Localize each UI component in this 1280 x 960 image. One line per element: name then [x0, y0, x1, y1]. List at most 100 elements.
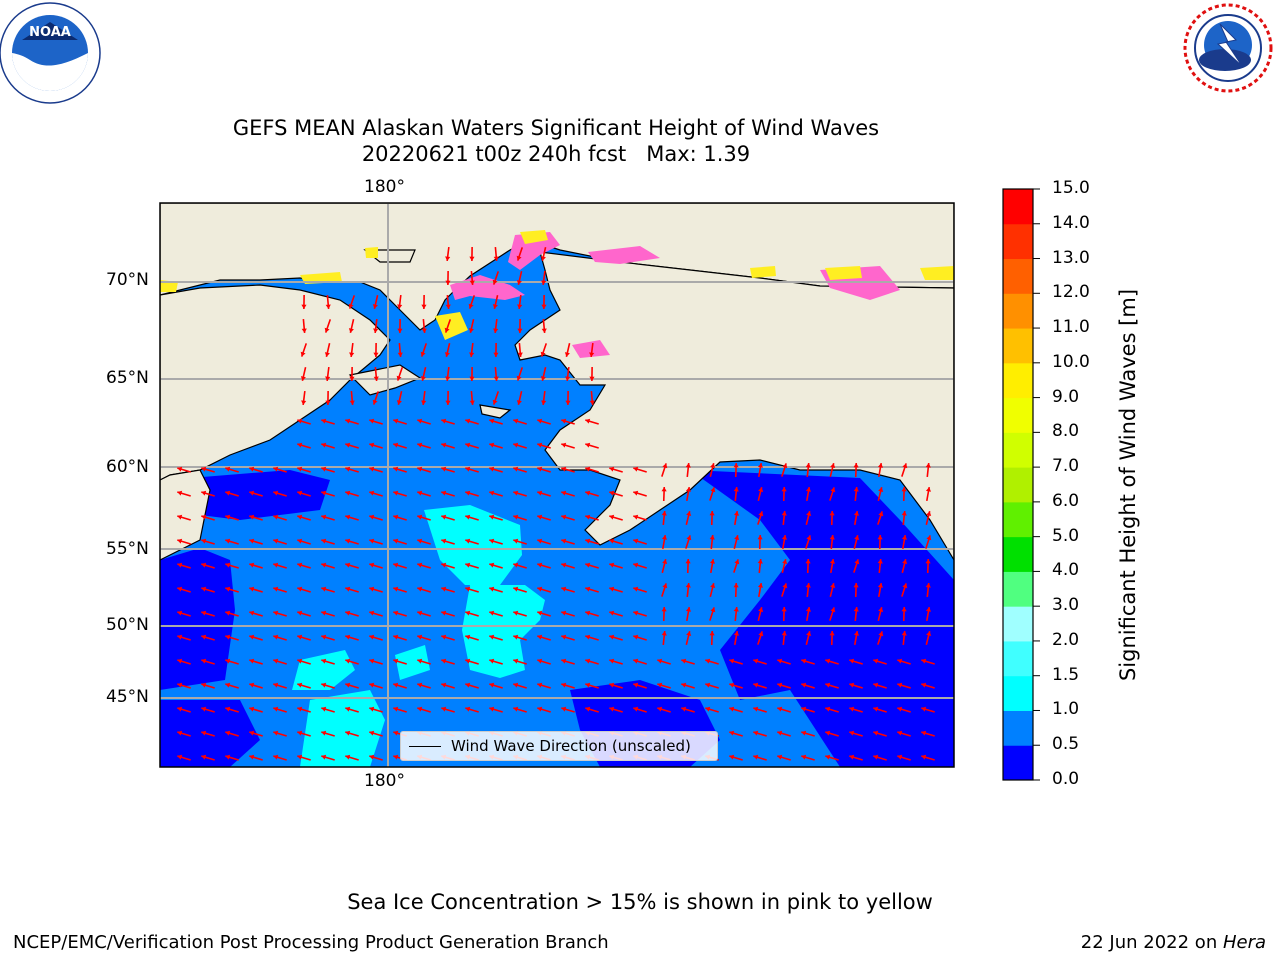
wind-wave-arrowhead	[753, 730, 759, 736]
wind-wave-arrowhead	[321, 466, 327, 472]
wind-wave-arrowhead	[685, 559, 691, 564]
wind-wave-arrowhead	[513, 562, 519, 568]
wind-wave-arrowhead	[273, 466, 279, 472]
wind-wave-arrowhead	[345, 610, 351, 616]
wind-wave-arrowhead	[396, 400, 402, 405]
wind-wave-arrowhead	[609, 682, 615, 688]
wind-wave-arrowhead	[249, 562, 255, 568]
wind-wave-arrowhead	[609, 538, 615, 544]
wind-wave-arrowhead	[633, 466, 639, 472]
wind-wave-arrowhead	[369, 634, 375, 640]
wind-wave-arrowhead	[710, 487, 716, 493]
wind-wave-arrowhead	[537, 586, 543, 592]
wind-wave-arrowhead	[393, 730, 399, 736]
wind-wave-arrowhead	[469, 352, 475, 357]
wind-wave-arrowhead	[492, 279, 498, 285]
wind-wave-arrowhead	[201, 730, 207, 736]
wind-wave-arrowhead	[369, 730, 375, 736]
colorbar-tick-label: 9.0	[1052, 386, 1080, 407]
colorbar-label: Significant Height of Wind Waves [m]	[1116, 288, 1140, 682]
wind-wave-arrowhead	[830, 583, 836, 588]
wind-wave-arrowhead	[609, 658, 615, 664]
wind-wave-arrowhead	[825, 682, 831, 688]
wind-wave-arrowhead	[782, 463, 788, 469]
wind-wave-arrowhead	[758, 487, 764, 492]
wind-wave-arrowhead	[393, 490, 399, 496]
wind-wave-arrowhead	[801, 682, 807, 688]
colorbar-tick-label: 0.5	[1052, 734, 1080, 755]
sea-ice-patch	[750, 266, 776, 278]
wind-wave-arrowhead	[372, 304, 378, 309]
wind-wave-arrowhead	[878, 607, 884, 612]
wind-wave-arrowhead	[301, 304, 307, 309]
wind-wave-arrowhead	[201, 658, 207, 664]
colorbar-segment	[1003, 710, 1033, 746]
wind-wave-arrowhead	[489, 490, 495, 496]
wind-wave-arrowhead	[781, 511, 787, 516]
wind-wave-arrowhead	[537, 538, 543, 544]
wind-wave-arrowhead	[493, 376, 499, 381]
wind-wave-arrowhead	[396, 375, 402, 381]
colorbar-tick-label: 2.0	[1052, 629, 1080, 650]
wind-wave-arrowhead	[393, 658, 399, 664]
wind-wave-arrowhead	[513, 538, 519, 544]
wind-wave-arrowhead	[561, 634, 567, 640]
wind-wave-arrowhead	[420, 351, 426, 357]
wind-wave-arrowhead	[300, 351, 306, 357]
wind-wave-arrowhead	[297, 682, 303, 688]
host-name: Hera	[1222, 932, 1266, 953]
wind-wave-arrowhead	[561, 562, 567, 568]
wind-wave-arrowhead	[561, 682, 567, 688]
wind-wave-arrowhead	[273, 754, 279, 760]
wind-wave-arrowhead	[321, 418, 327, 424]
wind-wave-arrowhead	[417, 586, 423, 592]
wind-wave-arrowhead	[537, 562, 543, 568]
wind-wave-arrowhead	[249, 730, 255, 736]
wind-wave-arrowhead	[177, 610, 183, 616]
wind-wave-arrowhead	[465, 586, 471, 592]
colorbar-segment	[1003, 362, 1033, 399]
wind-wave-arrowhead	[441, 442, 447, 448]
wind-wave-arrowhead	[873, 682, 879, 688]
wind-wave-arrowhead	[417, 706, 423, 712]
wind-wave-arrowhead	[805, 559, 811, 564]
wind-wave-arrowhead	[710, 583, 716, 588]
wind-wave-arrowhead	[902, 559, 908, 564]
wind-wave-arrowhead	[489, 418, 495, 424]
wind-wave-arrowhead	[465, 442, 471, 448]
wind-wave-arrowhead	[806, 511, 812, 516]
wind-wave-arrowhead	[565, 376, 571, 381]
wind-wave-arrowhead	[321, 730, 327, 736]
wind-wave-arrowhead	[853, 463, 859, 468]
wind-wave-arrowhead	[540, 376, 546, 381]
wind-wave-arrowhead	[705, 658, 711, 664]
wind-wave-arrowhead	[564, 352, 570, 357]
colorbar-tick-label: 4.0	[1052, 560, 1080, 581]
wind-wave-arrowhead	[249, 538, 255, 544]
nws-logo	[1181, 1, 1275, 95]
wind-wave-arrowhead	[537, 490, 543, 496]
wind-wave-arrowhead	[805, 583, 811, 588]
wind-wave-arrowhead	[657, 658, 663, 664]
wind-wave-arrowhead	[777, 754, 783, 760]
wind-wave-arrowhead	[177, 490, 183, 496]
wind-wave-arrowhead	[782, 559, 788, 564]
wind-wave-arrowhead	[177, 562, 183, 568]
sea-ice-note: Sea Ice Concentration > 15% is shown in …	[347, 890, 933, 914]
wind-wave-arrowhead	[465, 538, 471, 544]
wind-wave-arrowhead	[273, 490, 279, 496]
colorbar-tick-label: 3.0	[1052, 595, 1080, 616]
wind-wave-arrowhead	[321, 514, 327, 520]
wind-wave-arrowhead	[444, 327, 450, 333]
wind-wave-arrowhead	[801, 730, 807, 736]
wind-wave-arrowhead	[633, 538, 639, 544]
wind-wave-arrowhead	[273, 658, 279, 664]
land-mass	[160, 203, 954, 562]
wind-wave-arrowhead	[561, 538, 567, 544]
wind-wave-arrowhead	[734, 535, 740, 540]
wind-wave-arrowhead	[393, 634, 399, 640]
colorbar-segment	[1003, 189, 1033, 225]
wind-wave-arrowhead	[585, 514, 591, 520]
wind-wave-arrowhead	[201, 706, 207, 712]
wind-wave-arrowhead	[585, 490, 591, 496]
